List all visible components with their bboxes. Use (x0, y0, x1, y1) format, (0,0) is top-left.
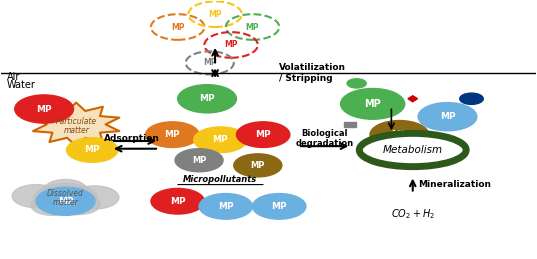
Polygon shape (33, 103, 119, 146)
Circle shape (199, 193, 252, 219)
Text: Biological
degradation: Biological degradation (295, 129, 354, 148)
Circle shape (44, 179, 87, 200)
Text: MP: MP (440, 112, 455, 121)
Text: MP: MP (57, 197, 74, 206)
Text: MP: MP (246, 23, 259, 32)
Text: MP: MP (224, 40, 238, 49)
Circle shape (340, 89, 405, 119)
Text: matter: matter (63, 126, 89, 135)
Text: MP: MP (218, 202, 234, 211)
Text: MP: MP (199, 94, 215, 103)
Circle shape (418, 103, 477, 131)
Text: Volatilization
/ Stripping: Volatilization / Stripping (279, 63, 346, 83)
Circle shape (347, 79, 366, 88)
Text: MP: MP (192, 156, 206, 165)
Text: MP: MP (271, 202, 287, 211)
Text: MP: MP (84, 146, 100, 155)
Text: Particulate: Particulate (56, 117, 97, 126)
Ellipse shape (359, 133, 466, 167)
Polygon shape (408, 96, 418, 102)
Circle shape (175, 149, 223, 172)
Circle shape (33, 183, 98, 214)
Circle shape (67, 138, 118, 162)
Circle shape (236, 122, 290, 147)
Circle shape (36, 187, 95, 215)
Circle shape (31, 195, 74, 215)
Circle shape (234, 154, 282, 177)
Circle shape (146, 122, 199, 147)
Text: MP: MP (364, 99, 381, 109)
Text: Adsorption: Adsorption (104, 134, 160, 143)
Circle shape (178, 85, 236, 113)
Text: MP: MP (164, 130, 180, 139)
Circle shape (370, 120, 429, 149)
Text: MP: MP (251, 161, 265, 170)
Text: Dissolved: Dissolved (47, 189, 84, 198)
Text: MP: MP (391, 130, 407, 139)
Text: Water: Water (7, 80, 35, 90)
Circle shape (71, 186, 119, 209)
Circle shape (252, 193, 306, 219)
Text: matter: matter (53, 198, 78, 207)
Circle shape (57, 194, 100, 214)
Bar (344, 121, 355, 127)
Circle shape (12, 185, 60, 208)
Text: MP: MP (256, 130, 271, 139)
Circle shape (194, 127, 247, 153)
Text: Air: Air (7, 72, 20, 82)
Circle shape (365, 109, 375, 114)
Text: MP: MP (170, 197, 185, 206)
Text: Micropollutants: Micropollutants (183, 175, 258, 184)
Circle shape (14, 95, 74, 123)
Circle shape (151, 189, 205, 214)
Circle shape (460, 93, 483, 104)
Text: MP: MP (203, 58, 216, 67)
Text: Metabolism: Metabolism (383, 145, 443, 155)
Text: MP: MP (208, 10, 222, 19)
Text: $CO_2+H_2$: $CO_2+H_2$ (391, 207, 435, 221)
Text: MP: MP (37, 104, 52, 113)
Text: Mineralization: Mineralization (418, 180, 491, 189)
Circle shape (355, 96, 368, 102)
Text: MP: MP (171, 23, 184, 32)
Text: MP: MP (213, 135, 228, 144)
